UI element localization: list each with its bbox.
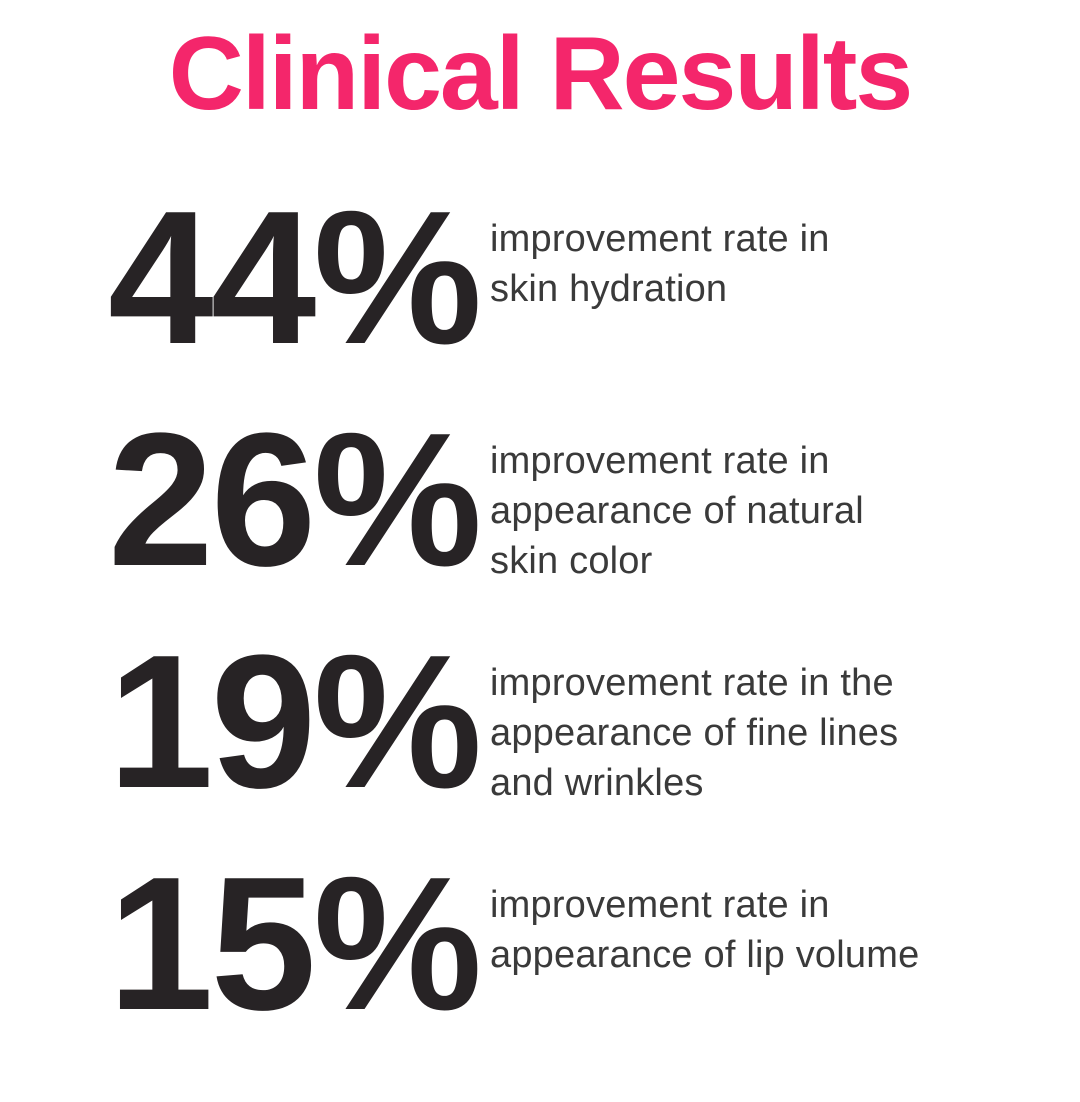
stats-list: 44% improvement rate in skin hydration 2… — [108, 172, 1020, 1086]
stat-value: 15% — [108, 838, 482, 1050]
stat-row-skin-hydration: 44% improvement rate in skin hydration — [108, 172, 1020, 420]
stat-value: 19% — [108, 616, 482, 828]
stat-description: improvement rate in appearance of natura… — [490, 440, 864, 582]
stat-description: improvement rate in skin hydration — [490, 218, 830, 310]
stat-value: 26% — [108, 394, 482, 606]
infographic: Clinical Results 44% improvement rate in… — [0, 22, 1080, 1086]
stat-row-fine-lines-wrinkles: 19% improvement rate in the appearance o… — [108, 616, 1020, 864]
page-title: Clinical Results — [168, 16, 913, 132]
stat-description: improvement rate in appearance of lip vo… — [490, 884, 920, 976]
stat-value: 44% — [108, 172, 482, 384]
stat-row-lip-volume: 15% improvement rate in appearance of li… — [108, 838, 1020, 1086]
stat-description: improvement rate in the appearance of fi… — [490, 662, 899, 804]
stat-row-natural-skin-color: 26% improvement rate in appearance of na… — [108, 394, 1020, 642]
